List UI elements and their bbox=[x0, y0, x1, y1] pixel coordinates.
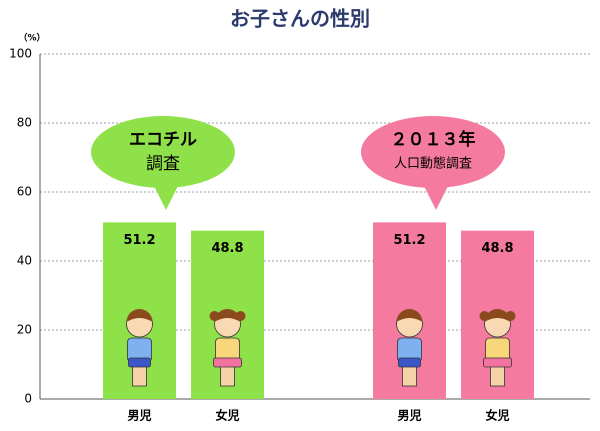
callout-text: エコチル bbox=[129, 130, 197, 150]
hair-top bbox=[214, 309, 241, 322]
bottom bbox=[398, 357, 421, 368]
child-icon bbox=[126, 309, 153, 387]
callout-text: 調査 bbox=[146, 154, 180, 174]
value-label: 51.2 bbox=[123, 233, 155, 248]
value-label: 48.8 bbox=[481, 241, 513, 256]
y-tick-label: 80 bbox=[17, 116, 32, 130]
x-tick-label: 女児 bbox=[485, 408, 509, 423]
callout-bubble bbox=[91, 116, 235, 188]
y-tick-label: 100 bbox=[9, 47, 32, 61]
y-tick-label: 20 bbox=[17, 323, 32, 337]
value-label: 48.8 bbox=[211, 241, 243, 256]
y-tick-label: 0 bbox=[24, 392, 32, 406]
x-tick-label: 男児 bbox=[397, 409, 421, 423]
hair-top bbox=[396, 309, 423, 322]
y-unit: （%） bbox=[18, 33, 45, 44]
y-tick-label: 40 bbox=[17, 254, 32, 268]
chart-title: お子さんの性別 bbox=[230, 7, 370, 31]
x-tick-label: 男児 bbox=[127, 409, 151, 423]
value-label: 51.2 bbox=[393, 233, 425, 248]
bottom bbox=[128, 357, 151, 368]
callout-bubble bbox=[361, 116, 505, 188]
child-icon bbox=[396, 309, 423, 387]
bottom bbox=[213, 357, 242, 368]
callout-text: 人口動態調査 bbox=[394, 156, 472, 172]
hair-top bbox=[126, 309, 153, 322]
child-icon bbox=[479, 309, 516, 387]
callout-text: ２０１３年 bbox=[391, 129, 476, 150]
child-icon bbox=[209, 309, 246, 387]
y-tick-label: 60 bbox=[17, 185, 32, 199]
hair-top bbox=[484, 309, 511, 322]
x-tick-label: 女児 bbox=[215, 408, 239, 423]
bottom bbox=[483, 357, 512, 368]
